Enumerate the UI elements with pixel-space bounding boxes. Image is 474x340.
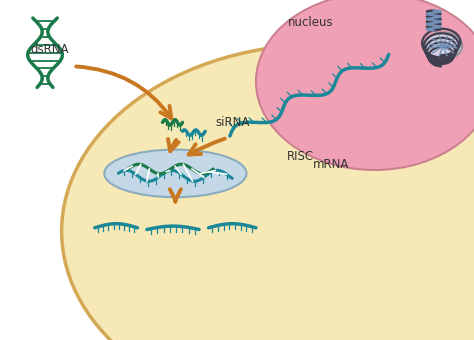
- Text: nucleus: nucleus: [288, 16, 333, 29]
- Ellipse shape: [104, 150, 246, 197]
- Text: RISC: RISC: [287, 150, 314, 163]
- Ellipse shape: [62, 44, 474, 340]
- Ellipse shape: [256, 0, 474, 170]
- Text: dsRNA: dsRNA: [31, 43, 69, 56]
- Circle shape: [424, 32, 462, 59]
- Text: mRNA: mRNA: [313, 158, 349, 171]
- Text: siRNA: siRNA: [216, 116, 250, 129]
